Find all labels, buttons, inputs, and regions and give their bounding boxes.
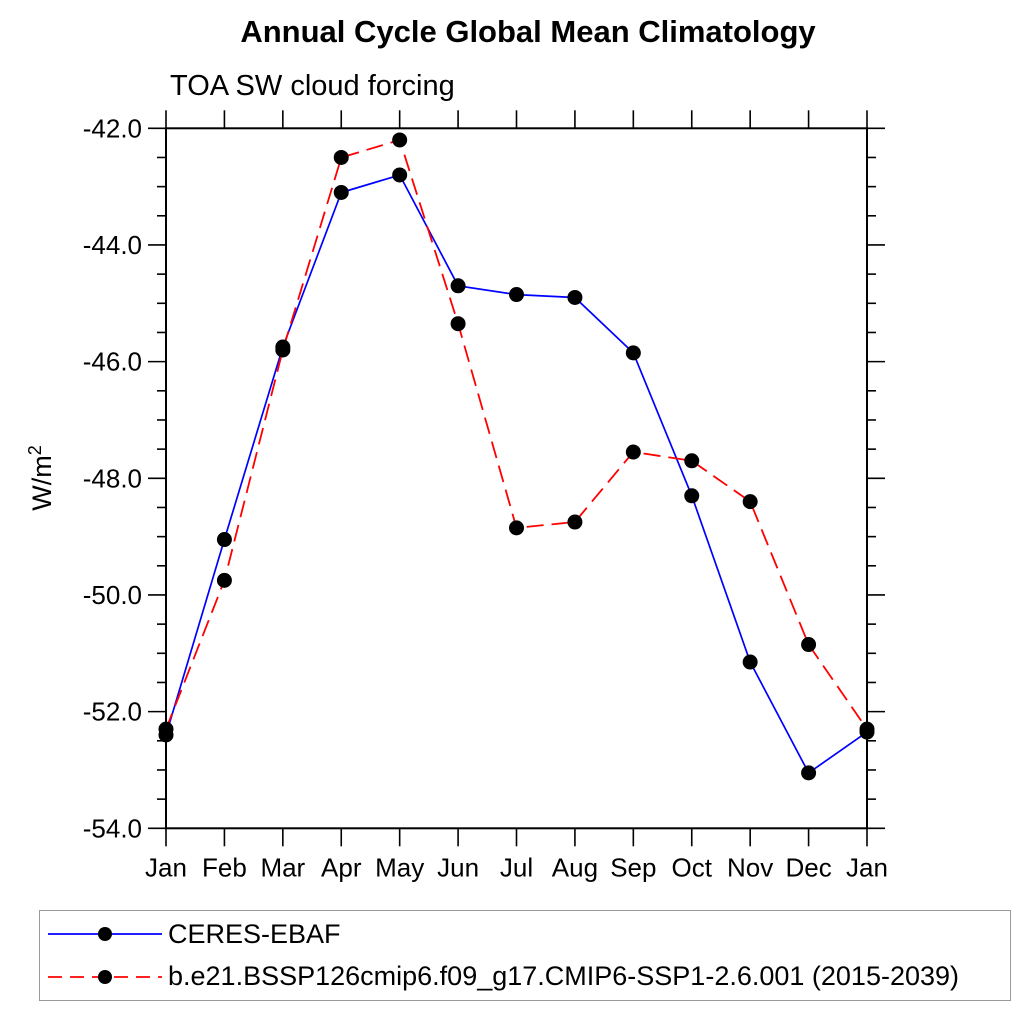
data-point-0 bbox=[450, 278, 466, 294]
x-tick-label: Oct bbox=[672, 852, 713, 882]
x-tick-label: Nov bbox=[727, 852, 773, 882]
chart-subtitle: TOA SW cloud forcing bbox=[170, 70, 455, 102]
data-point-1 bbox=[216, 572, 232, 588]
data-point-1 bbox=[684, 453, 700, 469]
data-point-1 bbox=[625, 444, 641, 460]
y-tick-label: -44.0 bbox=[83, 230, 142, 260]
chart-title: Annual Cycle Global Mean Climatology bbox=[240, 14, 816, 49]
y-tick-label: -54.0 bbox=[83, 813, 142, 843]
data-point-1 bbox=[509, 520, 524, 536]
legend-swatch-red-dashed-line-icon bbox=[48, 969, 162, 984]
x-tick-label: Jun bbox=[437, 852, 479, 882]
data-point-0 bbox=[567, 289, 583, 305]
series-line-1 bbox=[165, 138, 868, 730]
data-point-1 bbox=[392, 132, 408, 148]
data-point-0 bbox=[742, 654, 758, 670]
data-point-1 bbox=[158, 721, 174, 737]
data-point-1 bbox=[450, 316, 466, 332]
data-point-1 bbox=[742, 494, 758, 510]
data-point-0 bbox=[625, 345, 641, 361]
x-tick-label: Aug bbox=[552, 852, 598, 882]
x-tick-label: May bbox=[375, 852, 424, 882]
legend: CERES-EBAF b.e21.BSSP126cmip6.f09_g17.CM… bbox=[39, 910, 1011, 1001]
legend-swatch-blue-solid-line-icon bbox=[48, 927, 162, 942]
data-point-1 bbox=[859, 721, 875, 737]
data-point-1 bbox=[801, 637, 817, 653]
y-tick-label: -52.0 bbox=[83, 697, 142, 727]
y-tick-label: -50.0 bbox=[83, 580, 142, 610]
data-point-0 bbox=[216, 532, 232, 548]
legend-item-model: b.e21.BSSP126cmip6.f09_g17.CMIP6-SSP1-2.… bbox=[46, 957, 1010, 997]
data-point-0 bbox=[801, 765, 817, 781]
x-tick-label: Jan bbox=[846, 852, 888, 882]
x-tick-label: Dec bbox=[785, 852, 831, 882]
data-point-1 bbox=[275, 342, 291, 358]
y-tick-label: -46.0 bbox=[83, 347, 142, 377]
data-point-0 bbox=[392, 167, 408, 183]
data-point-0 bbox=[684, 488, 700, 504]
legend-sample-marker bbox=[98, 969, 112, 984]
x-tick-label: Mar bbox=[260, 852, 305, 882]
data-point-1 bbox=[567, 514, 583, 530]
y-tick-label: -42.0 bbox=[83, 113, 142, 143]
x-tick-label: Sep bbox=[610, 852, 656, 882]
data-point-1 bbox=[333, 149, 349, 165]
series-line-0 bbox=[165, 173, 868, 775]
legend-item-ceres: CERES-EBAF bbox=[46, 914, 1010, 954]
legend-sample-marker bbox=[98, 927, 112, 942]
x-tick-label: Feb bbox=[202, 852, 247, 882]
x-tick-label: Apr bbox=[321, 852, 362, 882]
legend-label-ceres: CERES-EBAF bbox=[168, 918, 341, 949]
x-tick-label: Jan bbox=[145, 852, 187, 882]
y-tick-label: -48.0 bbox=[83, 463, 142, 493]
data-point-0 bbox=[333, 184, 349, 200]
plot-border bbox=[165, 127, 868, 830]
legend-label-model: b.e21.BSSP126cmip6.f09_g17.CMIP6-SSP1-2.… bbox=[168, 961, 960, 992]
data-point-0 bbox=[509, 287, 524, 303]
x-tick-label: Jul bbox=[500, 852, 533, 882]
